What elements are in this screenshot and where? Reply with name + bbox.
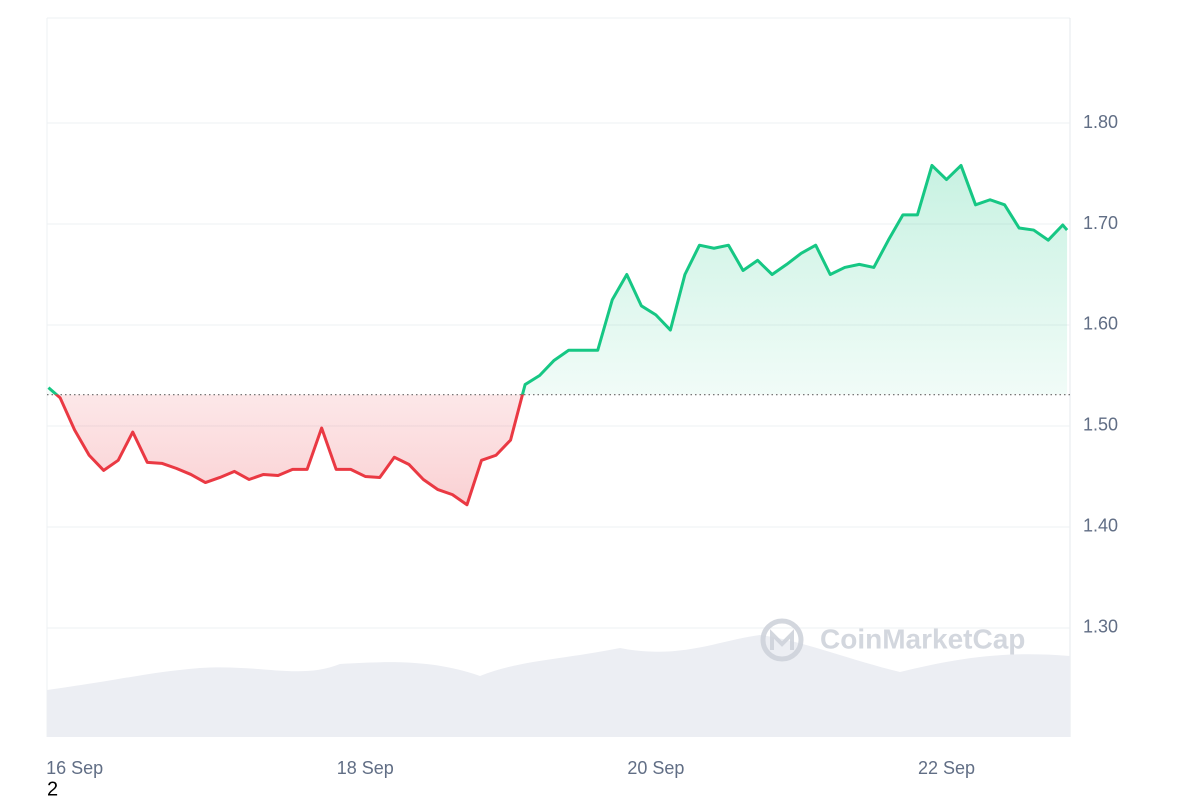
x-tick-label: 22 Sep [918, 758, 975, 778]
y-tick-label: 1.80 [1083, 112, 1118, 132]
y-tick-label: 1.30 [1083, 617, 1118, 637]
watermark: CoinMarketCap [760, 618, 1025, 662]
x-tick-label: 16 Sep [46, 758, 103, 778]
x-tick-label: 20 Sep [627, 758, 684, 778]
volume-area [47, 635, 1070, 737]
price-line [47, 163, 1069, 507]
watermark-logo-mark [770, 629, 794, 650]
y-tick-label: 1.40 [1083, 516, 1118, 536]
y-tick-label: 1.70 [1083, 213, 1118, 233]
watermark-text: CoinMarketCap [820, 623, 1025, 654]
watermark-logo [760, 618, 804, 662]
price-area [48, 165, 1068, 505]
footnote: 2 [47, 778, 58, 800]
y-tick-label: 1.50 [1083, 415, 1118, 435]
x-tick-label: 18 Sep [337, 758, 394, 778]
y-tick-label: 1.60 [1083, 314, 1118, 334]
